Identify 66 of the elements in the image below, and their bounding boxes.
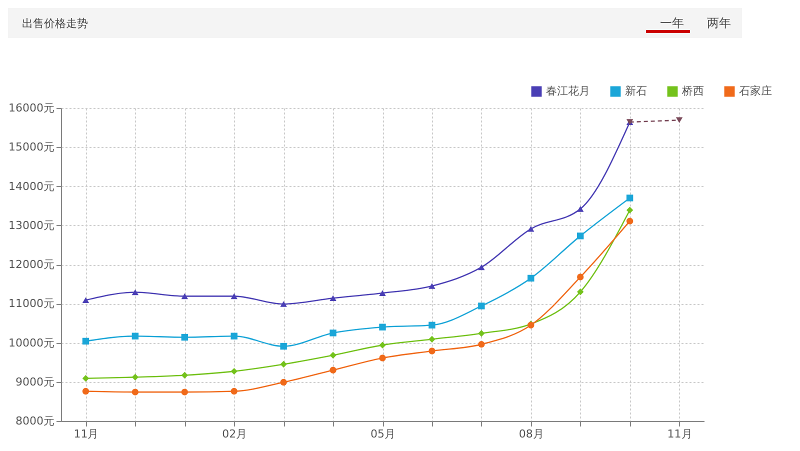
point bbox=[280, 342, 287, 350]
x-tick-label: 11月 bbox=[74, 428, 99, 440]
legend-label: 新石 bbox=[625, 84, 647, 98]
point bbox=[280, 360, 287, 368]
point bbox=[428, 336, 436, 343]
point bbox=[576, 288, 584, 296]
point bbox=[576, 232, 584, 240]
legend-label: 桥西 bbox=[681, 84, 704, 98]
point bbox=[428, 283, 436, 289]
point bbox=[576, 274, 584, 280]
x-tick-label: 11月 bbox=[667, 428, 692, 440]
point bbox=[82, 375, 90, 382]
point bbox=[132, 332, 139, 340]
text: 两年 bbox=[707, 15, 731, 32]
point bbox=[379, 354, 386, 362]
y-tick-label: 15000元 bbox=[8, 140, 54, 154]
point bbox=[626, 194, 634, 202]
legend-label: 石家庄 bbox=[739, 84, 772, 98]
point bbox=[181, 293, 188, 300]
y-tick-label: 13000元 bbox=[8, 218, 54, 232]
point bbox=[132, 388, 139, 396]
point bbox=[132, 374, 139, 381]
x-tick-label: 05月 bbox=[370, 428, 396, 440]
y-tick-label: 12000元 bbox=[8, 258, 54, 271]
point bbox=[230, 293, 238, 300]
legend-label: 春江花月 bbox=[546, 84, 590, 98]
point bbox=[82, 388, 90, 395]
point bbox=[626, 206, 634, 214]
y-tick-label: 14000元 bbox=[8, 180, 54, 193]
point bbox=[230, 388, 238, 395]
point bbox=[280, 378, 287, 386]
point bbox=[230, 368, 238, 375]
point bbox=[330, 295, 336, 302]
point bbox=[428, 348, 436, 354]
x-tick-label: 02月 bbox=[222, 428, 248, 440]
point bbox=[379, 342, 386, 348]
point bbox=[181, 372, 188, 379]
point bbox=[528, 226, 534, 232]
point bbox=[528, 274, 534, 282]
point bbox=[478, 340, 485, 348]
y-tick-label: 16000元 bbox=[8, 102, 54, 114]
text: 一年 bbox=[660, 15, 684, 32]
point bbox=[428, 322, 436, 328]
y-tick-label: 11000元 bbox=[8, 297, 54, 310]
y-tick-label: 10000元 bbox=[8, 336, 54, 350]
x-tick-label: 08月 bbox=[518, 428, 544, 440]
point bbox=[82, 338, 90, 345]
point bbox=[330, 330, 336, 336]
point bbox=[626, 218, 634, 224]
point bbox=[330, 366, 336, 374]
point bbox=[478, 302, 485, 310]
y-tick-label: 9000元 bbox=[16, 375, 54, 388]
point bbox=[132, 289, 139, 296]
point bbox=[230, 332, 238, 340]
chart-title: 出售价格走势 bbox=[22, 16, 88, 31]
point bbox=[379, 290, 386, 296]
point bbox=[478, 264, 485, 270]
point bbox=[82, 297, 90, 304]
point bbox=[280, 301, 287, 307]
point bbox=[181, 334, 188, 341]
point bbox=[330, 352, 336, 359]
y-tick-label: 8000元 bbox=[16, 414, 54, 428]
point bbox=[379, 324, 386, 330]
point bbox=[181, 388, 188, 396]
point bbox=[576, 206, 584, 212]
point bbox=[478, 330, 485, 337]
